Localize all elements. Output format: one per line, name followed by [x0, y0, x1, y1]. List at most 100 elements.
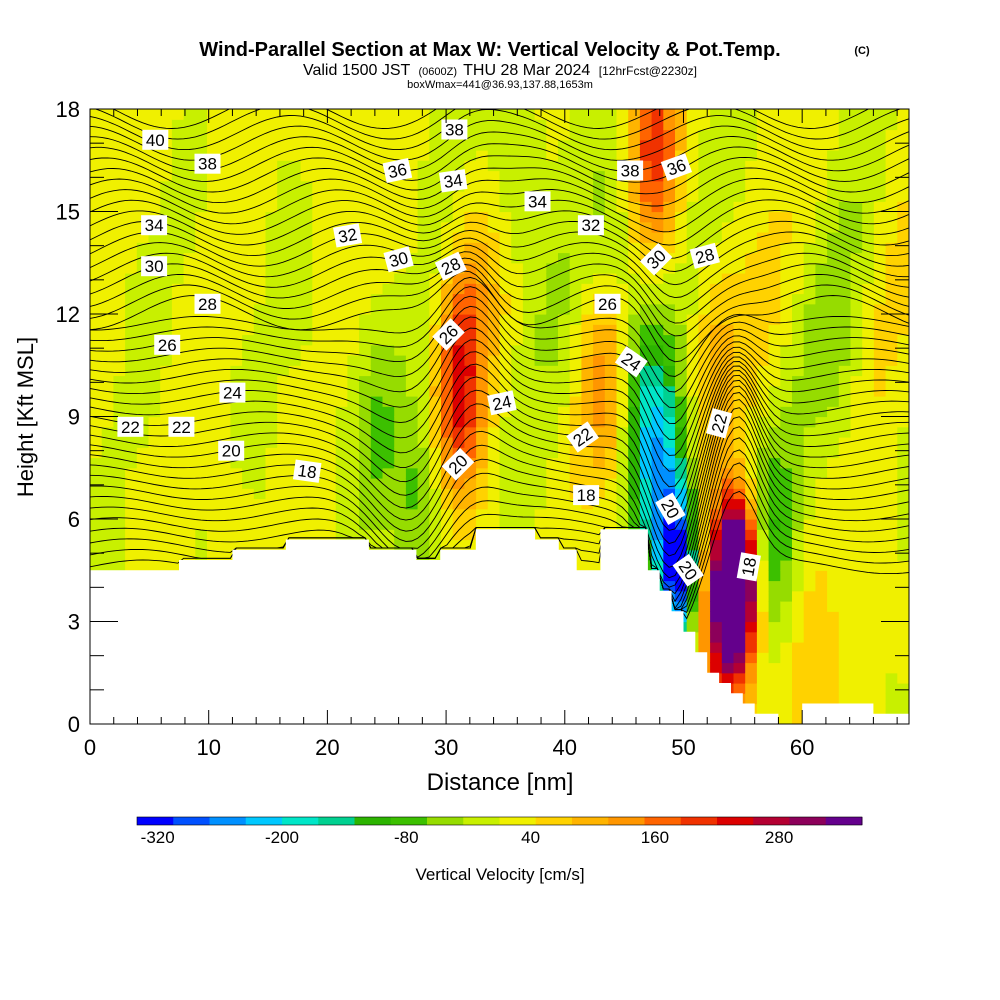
- w-cell: [792, 221, 805, 233]
- w-cell: [756, 631, 770, 643]
- w-cell: [745, 139, 758, 151]
- w-cell: [522, 519, 536, 530]
- w-cell: [546, 252, 559, 264]
- w-cell: [207, 375, 220, 387]
- w-cell: [464, 396, 477, 407]
- w-cell: [733, 262, 746, 274]
- w-cell: [827, 467, 840, 479]
- w-cell: [487, 334, 501, 346]
- w-cell: [686, 139, 699, 151]
- w-cell: [522, 303, 536, 315]
- w-cell: [324, 191, 337, 202]
- w-cell: [546, 180, 559, 192]
- w-cell: [815, 252, 828, 264]
- contour-label: 18: [292, 459, 322, 483]
- w-cell: [616, 109, 629, 120]
- w-cell: [827, 385, 840, 397]
- w-cell: [511, 498, 524, 510]
- w-cell: [639, 519, 653, 530]
- w-cell: [604, 150, 618, 161]
- isentrope-line: [93, 109, 902, 140]
- w-cell: [359, 498, 372, 510]
- w-cell: [546, 467, 559, 479]
- isentrope-line: [90, 305, 909, 424]
- w-cell: [745, 150, 758, 161]
- w-cell: [499, 109, 512, 120]
- w-cell: [113, 201, 126, 213]
- w-cell: [382, 293, 395, 305]
- w-cell: [558, 252, 571, 264]
- w-cell: [651, 314, 664, 325]
- y-tick-label: 6: [68, 507, 80, 532]
- w-cell: [230, 201, 243, 213]
- w-cell: [721, 385, 735, 397]
- w-cell: [207, 529, 220, 541]
- w-cell: [698, 601, 711, 612]
- w-cell: [101, 303, 114, 315]
- w-cell: [183, 406, 196, 418]
- w-cell: [792, 109, 805, 120]
- w-cell: [639, 508, 653, 520]
- w-cell: [675, 519, 688, 530]
- w-cell: [616, 488, 629, 500]
- w-cell: [405, 467, 419, 479]
- w-cell: [686, 580, 699, 592]
- w-cell: [710, 508, 723, 520]
- w-cell: [628, 129, 641, 141]
- w-cell: [370, 416, 384, 428]
- w-cell: [253, 221, 267, 233]
- w-cell: [125, 221, 138, 233]
- w-cell: [429, 549, 442, 561]
- w-cell: [499, 519, 512, 530]
- w-cell: [581, 539, 594, 551]
- w-cell: [277, 375, 290, 387]
- w-cell: [780, 396, 793, 407]
- w-cell: [522, 508, 536, 520]
- w-cell: [405, 283, 419, 295]
- w-cell: [429, 457, 442, 469]
- w-cell: [838, 385, 852, 397]
- w-cell: [429, 303, 442, 315]
- w-cell: [312, 498, 325, 510]
- w-cell: [873, 191, 887, 202]
- w-cell: [558, 303, 571, 315]
- w-cell: [663, 365, 676, 377]
- w-cell: [721, 180, 735, 192]
- w-cell: [639, 201, 653, 213]
- w-cell: [768, 437, 781, 448]
- w-cell: [803, 437, 816, 448]
- w-cell: [300, 396, 313, 407]
- w-cell: [452, 396, 465, 407]
- w-cell: [768, 693, 781, 705]
- w-cell: [429, 375, 442, 387]
- w-cell: [394, 129, 407, 141]
- w-cell: [827, 293, 840, 305]
- colorbar-swatch: [137, 817, 174, 825]
- w-cell: [452, 109, 465, 120]
- w-cell: [792, 570, 805, 582]
- w-cell: [756, 150, 770, 161]
- w-cell: [838, 396, 852, 407]
- w-cell: [511, 519, 524, 530]
- w-cell: [569, 385, 582, 397]
- w-cell: [721, 324, 735, 336]
- w-cell: [663, 283, 676, 295]
- w-cell: [768, 385, 781, 397]
- w-cell: [288, 437, 302, 448]
- w-cell: [792, 529, 805, 541]
- w-cell: [218, 262, 231, 274]
- w-cell: [242, 273, 255, 284]
- w-cell: [359, 139, 372, 151]
- w-cell: [803, 273, 816, 284]
- w-cell: [675, 385, 688, 397]
- w-cell: [101, 170, 114, 182]
- w-cell: [721, 191, 735, 202]
- w-cell: [663, 529, 676, 541]
- w-cell: [756, 303, 770, 315]
- w-cell: [207, 437, 220, 448]
- w-cell: [136, 508, 150, 520]
- w-cell: [183, 508, 196, 520]
- w-cell: [862, 139, 875, 151]
- w-cell: [721, 375, 735, 387]
- w-cell: [101, 211, 114, 223]
